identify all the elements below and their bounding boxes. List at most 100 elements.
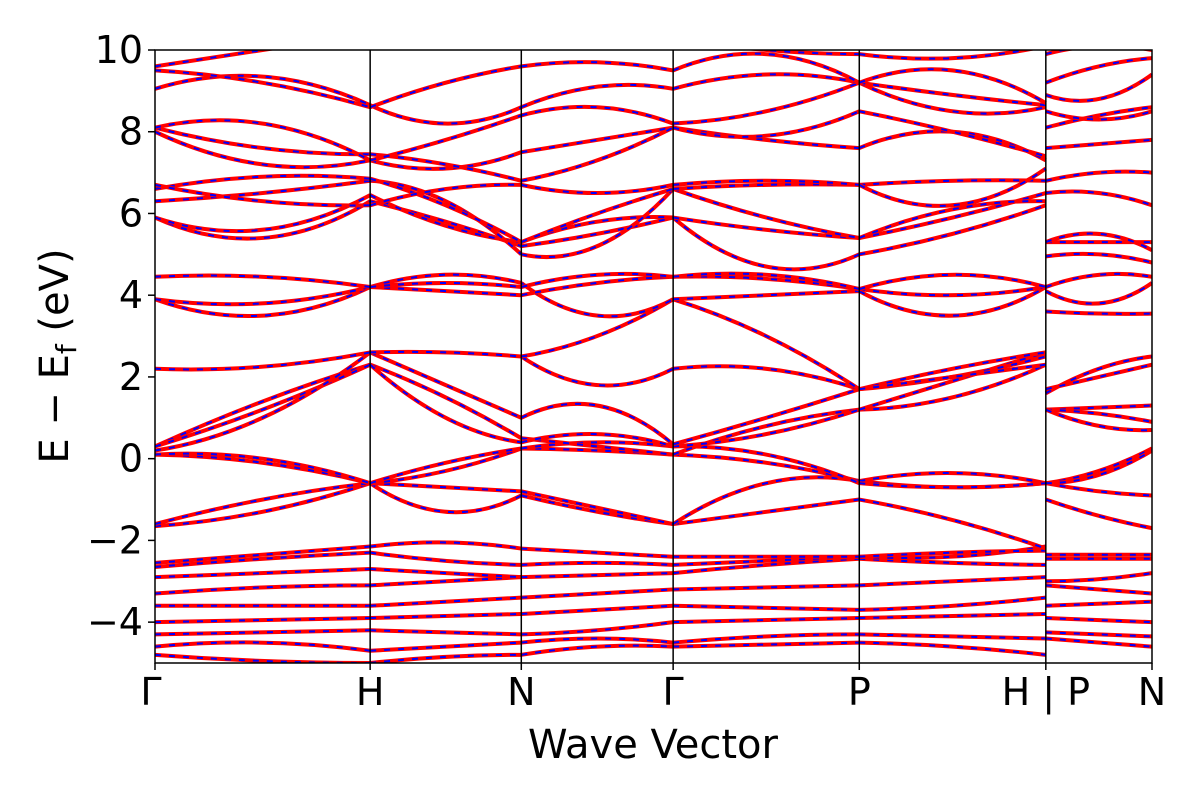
band-seg4-b28 (858, 80, 1047, 108)
band-dash-seg2-b14 (520, 402, 674, 446)
band-seg4-b0 (859, 640, 1047, 657)
y-tick-label-4: 4 (119, 273, 143, 317)
band-seg3-b4 (673, 583, 860, 592)
band-dash-seg1-b14 (369, 363, 522, 444)
y-axis-label-sub: f (50, 343, 83, 354)
band-dash-seg2-b10 (521, 447, 674, 456)
band-dash-seg4-b27 (858, 81, 1047, 115)
band-dash-seg1-b2 (370, 629, 522, 636)
band-seg5-b17 (1045, 309, 1152, 316)
band-dash-seg1-b4 (370, 596, 522, 607)
y-tick-label-5: 6 (119, 191, 143, 235)
band-dash-seg2-b24 (521, 183, 674, 194)
band-dash-seg2-b7 (521, 547, 674, 558)
band-dash-seg1-b9 (369, 482, 522, 514)
band-dash-seg3-b16 (672, 298, 860, 391)
high-symmetry-lines (369, 50, 1047, 663)
band-seg0-b19 (155, 273, 371, 290)
band-dash-seg2-b2 (521, 621, 674, 636)
band-dash-seg3-b29 (672, 52, 860, 84)
band-seg3-b24 (672, 178, 860, 187)
band-dash-seg2-b0 (521, 644, 674, 656)
y-tick-label-7: 10 (95, 28, 143, 72)
band-seg4-b4 (859, 575, 1046, 588)
band-seg4-b19 (858, 272, 1047, 291)
band-seg0-b12 (155, 451, 371, 486)
band-seg0-b10 (155, 481, 371, 526)
band-seg5-b20 (1045, 251, 1152, 265)
band-dash-seg2-b17 (520, 282, 674, 318)
band-seg4-b11 (859, 481, 1046, 490)
band-dash-seg4-b22 (858, 200, 1046, 239)
band-dash-seg2-b19 (521, 272, 674, 288)
x-tick-label-3: Γ (663, 670, 684, 714)
band-dash-seg2-b20 (521, 216, 674, 248)
band-dash-seg0-b20 (155, 200, 371, 240)
plot-frame (154, 49, 1153, 664)
band-seg0-b29 (155, 68, 371, 110)
band-seg0-b9 (155, 481, 371, 529)
band-seg4-b5 (859, 556, 1046, 567)
band-seg0-b2 (155, 628, 371, 637)
band-seg3-b2 (673, 616, 860, 625)
band-dash-seg2-b30 (521, 34, 673, 42)
band-seg5-b29 (1045, 56, 1152, 85)
band-seg5-b1 (1045, 630, 1152, 639)
band-dash-seg2-b18 (521, 275, 674, 297)
y-axis-label: E − Ef (eV) (32, 248, 83, 463)
y-tick-label-1: −2 (87, 518, 143, 562)
x-axis-label: Wave Vector (528, 722, 779, 768)
band-dash-seg4-b21 (859, 192, 1047, 239)
band-dash-seg5-b28 (1045, 73, 1152, 102)
band-seg5-b22 (1045, 231, 1152, 253)
band-seg5-b27 (1045, 109, 1152, 122)
band-seg0-b21 (155, 193, 372, 234)
band-seg0-b6 (155, 567, 371, 580)
band-dash-seg2-b27 (521, 105, 674, 125)
band-dash-seg2-b28 (520, 83, 674, 109)
band-dash-seg3-b22 (672, 188, 860, 239)
band-dash-seg1-b6 (370, 568, 522, 579)
band-seg3-b1 (672, 632, 860, 645)
band-seg5-b26 (1045, 105, 1152, 130)
band-dash-seg5-b15 (1045, 355, 1152, 395)
y-axis: −4 −2 0 2 4 6 8 10 (87, 28, 155, 644)
bands-layer (155, 34, 1152, 663)
band-dash-seg0-b17 (155, 286, 371, 318)
band-dash-seg2-b8 (521, 494, 674, 526)
x-axis: Γ H N Γ P H | P N (140, 663, 1166, 715)
band-dash-seg1-b15 (369, 351, 522, 419)
band-seg3-b19 (672, 271, 860, 292)
band-seg5-b19 (1045, 271, 1152, 289)
band-seg3-b26 (672, 109, 861, 139)
band-seg4-b3 (859, 595, 1047, 612)
band-dash-seg4-b8 (859, 498, 1047, 550)
band-seg4-b15 (858, 350, 1047, 392)
band-seg3-b13 (673, 407, 860, 449)
band-dash-seg1-b12 (369, 447, 522, 485)
band-dash-seg2-b23 (520, 187, 674, 244)
band-seg3-b28 (672, 72, 860, 91)
band-dash-seg2-b29 (521, 61, 674, 72)
band-dash-seg1-b3 (370, 612, 522, 620)
band-dash-seg1-b8 (370, 541, 522, 550)
band-seg0-b18 (155, 285, 371, 307)
band-seg5-b3 (1045, 599, 1152, 608)
band-dash-seg1-b18 (370, 286, 522, 297)
band-dash-seg1-b5 (370, 576, 522, 587)
band-seg0-b22 (155, 178, 371, 204)
band-dash-seg0-b15 (155, 351, 371, 452)
band-dash-seg5-b10 (1045, 447, 1152, 485)
band-seg0-b3 (155, 616, 371, 625)
band-seg3-b15 (672, 364, 860, 392)
band-dash-seg1-b7 (370, 551, 522, 566)
band-dash-seg2-b11 (521, 441, 674, 450)
band-dash-seg4-b26 (859, 110, 1047, 158)
band-dash-seg4-b20 (859, 204, 1047, 256)
band-dash-seg1-b10 (370, 482, 522, 493)
band-seg5-b23 (1045, 189, 1152, 208)
band-seg5-b13 (1045, 407, 1152, 424)
band-dash-seg2-b3 (521, 604, 674, 615)
band-dash-seg2-b6 (521, 561, 674, 566)
y-axis-label-unit: (eV) (32, 248, 78, 344)
